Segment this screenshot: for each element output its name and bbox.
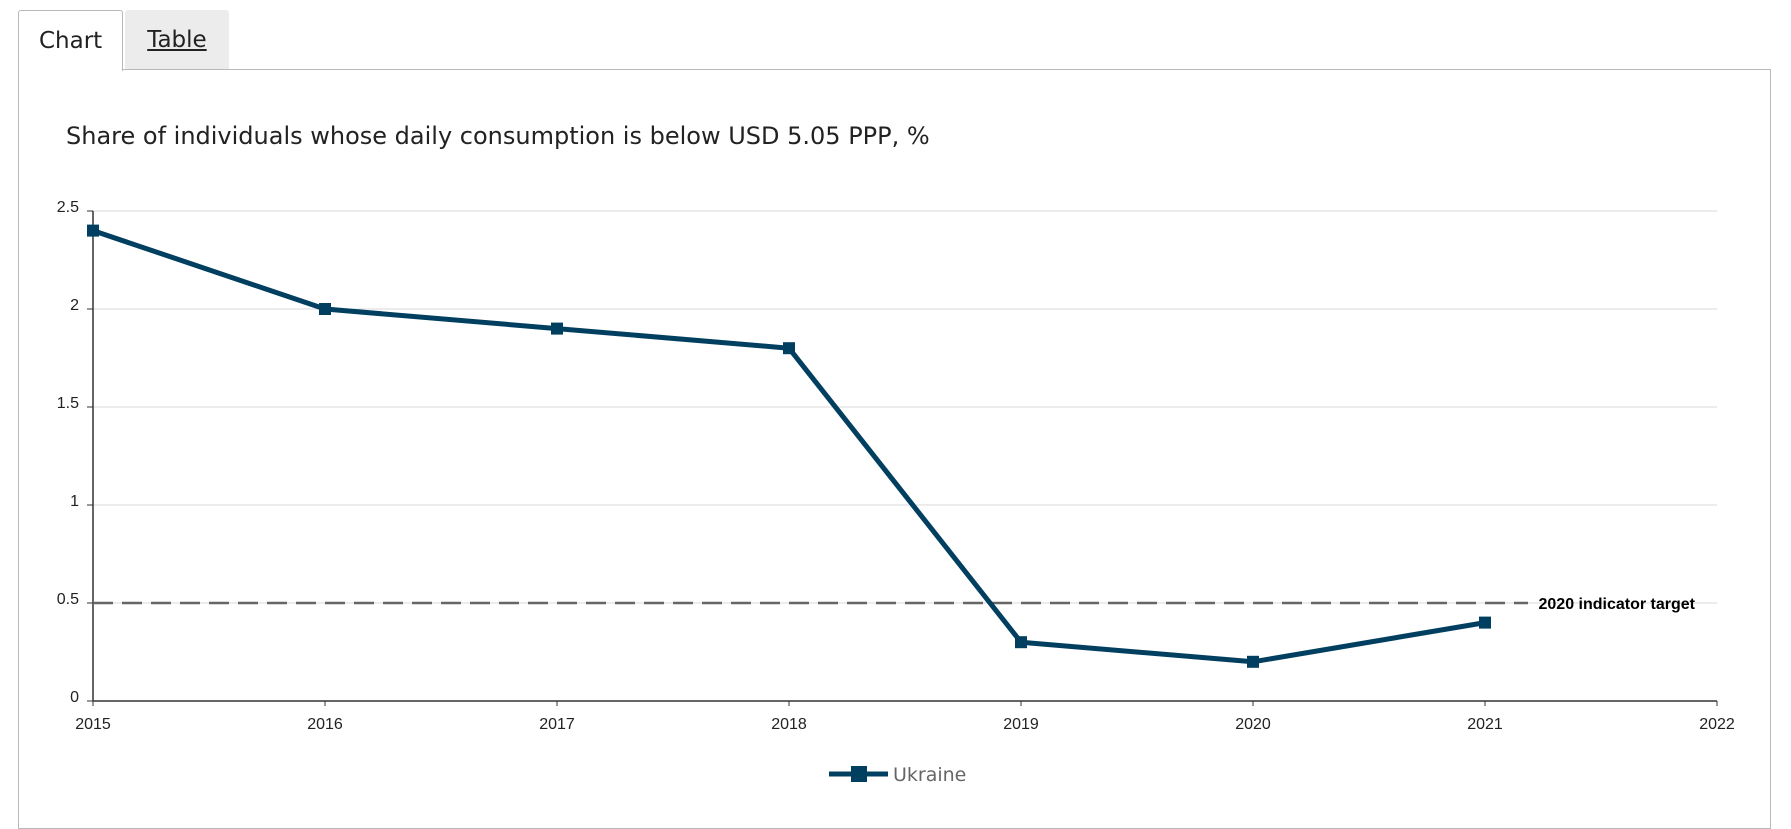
data-point [1015,636,1027,649]
x-tick-label: 2019 [1003,716,1039,733]
tab-table[interactable]: Table [125,10,229,69]
data-point [783,342,795,355]
data-point [87,224,99,237]
x-tick-label: 2021 [1467,716,1503,733]
tab-chart[interactable]: Chart [18,10,124,71]
y-tick-label: 2.5 [57,199,79,216]
y-tick-label: 1.5 [57,395,79,412]
legend-label: Ukraine [893,764,966,786]
y-tick-label: 1 [70,493,79,510]
target-label: 2020 indicator target [1539,596,1696,613]
y-tick-label: 0 [70,689,79,706]
x-tick-label: 2017 [539,716,575,733]
chart-title: Share of individuals whose daily consump… [66,122,930,150]
y-tick-label: 2 [70,297,79,314]
y-tick-label: 0.5 [57,591,79,608]
data-point [1247,655,1259,668]
data-point [319,303,331,315]
legend-marker [851,766,867,782]
series-line-ukraine [92,228,1486,665]
x-tick-label: 2016 [307,716,343,733]
chart-panel [18,69,1771,829]
x-tick-label: 2022 [1699,716,1735,733]
x-tick-label: 2018 [771,716,807,733]
tab-bar: Chart Table [18,10,229,71]
x-tick-label: 2020 [1235,716,1271,733]
data-point [551,322,563,335]
x-tick-label: 2015 [75,716,111,733]
data-point [1479,616,1491,629]
